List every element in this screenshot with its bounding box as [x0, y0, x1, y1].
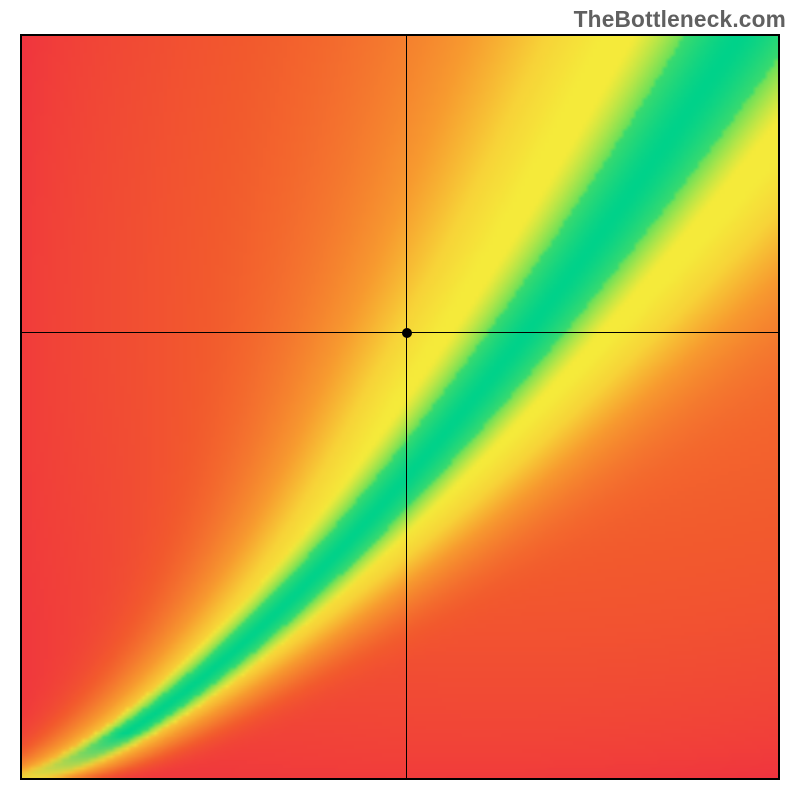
crosshair-horizontal — [22, 332, 778, 333]
heatmap-plot — [20, 34, 780, 780]
heatmap-canvas — [22, 36, 778, 778]
watermark-text: TheBottleneck.com — [574, 6, 786, 33]
crosshair-marker — [402, 328, 412, 338]
figure-root: TheBottleneck.com — [0, 0, 800, 800]
crosshair-vertical — [406, 36, 407, 778]
